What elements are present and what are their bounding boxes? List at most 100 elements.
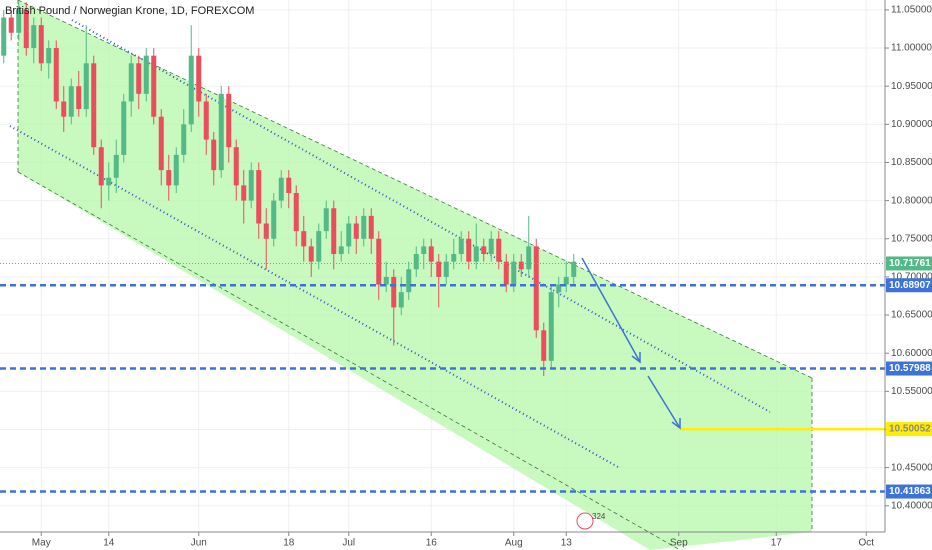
candle-body: [293, 192, 299, 232]
y-tick-label: 10.90000: [891, 119, 932, 130]
candle-body: [53, 48, 59, 102]
candle-body: [136, 63, 142, 94]
candle-body: [391, 276, 397, 308]
candle-body: [421, 246, 427, 255]
candle-body: [496, 238, 502, 262]
y-tick-label: 10.60000: [891, 348, 932, 359]
candle-body: [466, 238, 472, 262]
candle-body: [23, 9, 29, 49]
candle-body: [143, 55, 149, 94]
candle-body: [61, 101, 67, 117]
candle-body: [271, 200, 277, 239]
price-lines: [0, 262, 885, 493]
candle-body: [436, 261, 442, 277]
price-label-bg: [886, 278, 932, 293]
price-label: 10.71761: [889, 258, 931, 269]
candle-body: [503, 261, 509, 285]
candle-body: [233, 147, 239, 186]
candle-body: [353, 223, 359, 239]
candle-body: [428, 246, 434, 262]
price-label-bg: [886, 422, 932, 437]
y-tick-label: 10.70000: [891, 272, 932, 283]
price-axis: [885, 0, 932, 550]
candle-body: [383, 276, 389, 285]
candle-body: [376, 238, 382, 285]
channel-lower: [17, 171, 681, 550]
candle-body: [218, 93, 224, 171]
x-tick-label: 17: [771, 538, 783, 549]
axis-labels: 11.05000 11.00000 10.95000 10.90000 10.85000…: [32, 5, 932, 549]
price-label: 10.41863: [889, 486, 931, 497]
candle-body: [481, 246, 487, 255]
x-tick-label: Jun: [191, 538, 207, 549]
candle-body: [398, 292, 404, 308]
candle-body: [488, 238, 494, 255]
y-tick-label: 11.05000: [891, 5, 932, 16]
candle-body: [173, 154, 179, 186]
arrow-head: [671, 418, 681, 430]
candle-body: [256, 170, 262, 224]
badge: 324: [592, 512, 606, 521]
candle-body: [166, 170, 172, 186]
candle-body: [511, 261, 517, 285]
candle-body: [68, 86, 74, 117]
x-tick-label: Jul: [342, 538, 355, 549]
candle-body: [451, 254, 457, 262]
candle-body: [158, 116, 164, 171]
price-label-bg: [886, 256, 932, 271]
candle-body: [248, 170, 254, 201]
arrow: [647, 375, 681, 429]
candle-body: [181, 124, 187, 155]
candle-body: [346, 223, 352, 247]
candle-body: [473, 246, 479, 262]
price-label: 10.68907: [889, 280, 931, 291]
candle-body: [338, 246, 344, 255]
candle-body: [98, 147, 104, 186]
candle-body: [121, 101, 127, 155]
y-tick-label: 10.65000: [891, 310, 932, 321]
candle-body: [203, 101, 209, 140]
candle-body: [1, 17, 7, 56]
candle-body: [226, 93, 232, 148]
candle-body: [323, 208, 329, 232]
chart-title: British Pound / Norwegian Krone, 1D, FOR…: [5, 5, 254, 17]
y-tick-label: 10.75000: [891, 233, 932, 244]
y-tick-label: 11.00000: [891, 43, 932, 54]
candle-body: [548, 292, 554, 361]
price-label: 10.57988: [889, 363, 931, 374]
price-label-bg: [886, 484, 932, 499]
candle-body: [368, 215, 374, 239]
x-tick-label: Oct: [858, 538, 874, 549]
candle-body: [196, 55, 202, 102]
price-label-bg: [886, 361, 932, 376]
price-label: 10.50052: [889, 424, 931, 435]
badge-icon: [576, 512, 594, 530]
candle-body: [458, 238, 464, 255]
candle-body: [151, 55, 157, 117]
candle-body: [533, 246, 539, 331]
arrow: [581, 257, 641, 363]
x-tick-label: 16: [426, 538, 438, 549]
candle-body: [76, 86, 82, 110]
y-tick-label: 10.80000: [891, 195, 932, 206]
channel-fill: [18, 0, 812, 550]
candle-body: [443, 261, 449, 277]
candle-body: [286, 177, 292, 193]
candle-body: [46, 48, 52, 64]
candle-body: [571, 261, 577, 277]
candle-body: [316, 231, 322, 262]
y-tick-label: 10.95000: [891, 81, 932, 92]
trend-line-upper: [71, 19, 771, 413]
y-tick-label: 10.55000: [891, 386, 932, 397]
candle-body: [406, 269, 412, 293]
candle-body: [91, 63, 97, 148]
candle-body: [301, 231, 307, 247]
candle-body: [518, 261, 524, 270]
candle-body: [563, 276, 569, 285]
candle-body: [541, 330, 547, 361]
candle-body: [83, 63, 89, 110]
candle-body: [113, 154, 119, 178]
candle-body: [31, 25, 37, 49]
x-tick-label: 13: [561, 538, 573, 549]
